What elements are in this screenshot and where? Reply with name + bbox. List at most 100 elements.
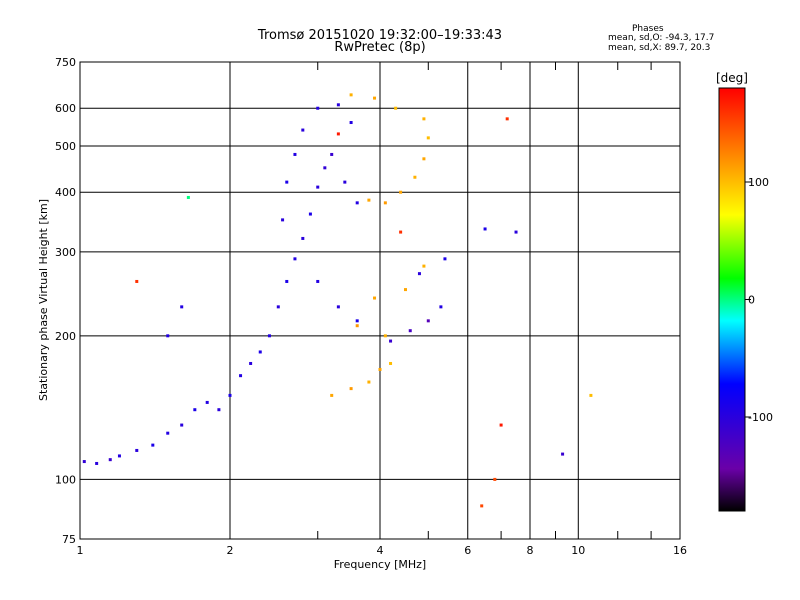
y-tick-label: 500 [55, 140, 76, 153]
x-tick-label: 2 [227, 544, 234, 557]
echo-point-o [426, 319, 430, 323]
echo-point-o [117, 454, 121, 458]
echo-point-o [293, 257, 297, 261]
echo-point-o [343, 180, 347, 184]
echo-point-o [316, 185, 320, 189]
echo-point-x [367, 380, 371, 384]
echo-point-o [108, 458, 112, 462]
echo-point-o [95, 461, 99, 465]
x-tick-label: 16 [673, 544, 687, 557]
echo-point-o [228, 393, 232, 397]
echo-point-o [316, 106, 320, 110]
echo-point-o [355, 201, 359, 205]
echo-point-x [336, 132, 340, 136]
echo-point-o [336, 305, 340, 309]
phases-stats-title: Phases [632, 24, 664, 34]
echo-point-x [399, 190, 403, 194]
echo-point-x [383, 334, 387, 338]
echo-point-o [249, 361, 253, 365]
y-tick-label: 300 [55, 246, 76, 259]
echo-point-o [205, 400, 209, 404]
echo-point-o [316, 279, 320, 283]
echo-point-x [186, 195, 190, 199]
echo-point-x [493, 477, 497, 481]
colorbar-label: [deg] [716, 71, 748, 85]
echo-point-x [349, 93, 353, 97]
plot-area-frame [79, 61, 681, 540]
echo-point-o [561, 452, 565, 456]
y-tick-label: 100 [55, 473, 76, 486]
x-tick-label: 8 [527, 544, 534, 557]
y-tick-label: 200 [55, 330, 76, 343]
echo-point-x [422, 117, 426, 121]
colorbar-tick-label: 0 [748, 294, 755, 307]
echo-point-o [258, 350, 262, 354]
x-axis-label: Frequency [MHz] [334, 558, 426, 571]
echo-point-x [383, 201, 387, 205]
echo-point-o [267, 334, 271, 338]
echo-point-o [285, 279, 289, 283]
echo-point-x [499, 423, 503, 427]
echo-point-x [394, 106, 398, 110]
echo-point-o [417, 272, 421, 276]
echo-point-x [589, 393, 593, 397]
echo-point-x [505, 117, 509, 121]
echo-point-o [293, 152, 297, 156]
echo-point-o [180, 423, 184, 427]
echo-point-x [422, 157, 426, 161]
echo-point-o [82, 460, 86, 464]
echo-point-o [135, 448, 139, 452]
echo-point-o [281, 218, 285, 222]
echo-point-o [151, 443, 155, 447]
scatter-points [82, 93, 593, 508]
echo-point-o [355, 319, 359, 323]
echo-point-o [408, 329, 412, 333]
echo-point-o [193, 408, 197, 412]
echo-point-o [308, 212, 312, 216]
echo-point-o [301, 128, 305, 132]
echo-point-x [403, 288, 407, 292]
chart-subtitle: RwPretec (8p) [334, 40, 426, 55]
x-tick-label: 10 [571, 544, 585, 557]
echo-point-o [336, 103, 340, 107]
echo-point-o [483, 227, 487, 231]
echo-point-o [276, 305, 280, 309]
chart-title: Tromsø 20151020 19:32:00–19:33:43 [257, 28, 503, 43]
y-tick-label: 750 [55, 56, 76, 69]
echo-point-o [330, 152, 334, 156]
x-tick-label: 4 [377, 544, 384, 557]
echo-point-o [389, 339, 393, 343]
echo-point-x [422, 264, 426, 268]
echo-point-o [285, 180, 289, 184]
y-tick-label: 600 [55, 102, 76, 115]
colorbar-tick-label: 100 [748, 176, 769, 189]
echo-point-x [480, 504, 484, 508]
x-tick-label: 6 [464, 544, 471, 557]
echo-point-x [373, 296, 377, 300]
echo-point-o [349, 121, 353, 125]
echo-point-o [443, 257, 447, 261]
echo-point-o [239, 374, 243, 378]
x-tick-label: 1 [77, 544, 84, 557]
echo-point-o [439, 305, 443, 309]
echo-point-x [367, 198, 371, 202]
y-axis-ticks: 75 100 200 300 400 500 600 750 [55, 56, 76, 546]
phases-stats-x: mean, sd,X: 89.7, 20.3 [608, 43, 711, 53]
echo-point-o [217, 408, 221, 412]
y-tick-label: 400 [55, 186, 76, 199]
echo-point-x [135, 279, 139, 283]
echo-point-x [355, 324, 359, 328]
echo-point-o [166, 431, 170, 435]
y-axis-label: Stationary phase Virtual Height [km] [37, 199, 50, 401]
colorbar [718, 87, 746, 512]
echo-point-o [323, 166, 327, 170]
echo-point-x [413, 175, 417, 179]
colorbar-ticks: 100 0 -100 [745, 176, 773, 424]
x-axis-ticks: 1 2 4 6 8 10 16 [77, 544, 688, 557]
echo-point-x [399, 230, 403, 234]
echo-point-x [389, 361, 393, 365]
echo-point-o [301, 236, 305, 240]
echo-point-o [180, 305, 184, 309]
echo-point-x [373, 96, 377, 100]
echo-point-x [330, 393, 334, 397]
